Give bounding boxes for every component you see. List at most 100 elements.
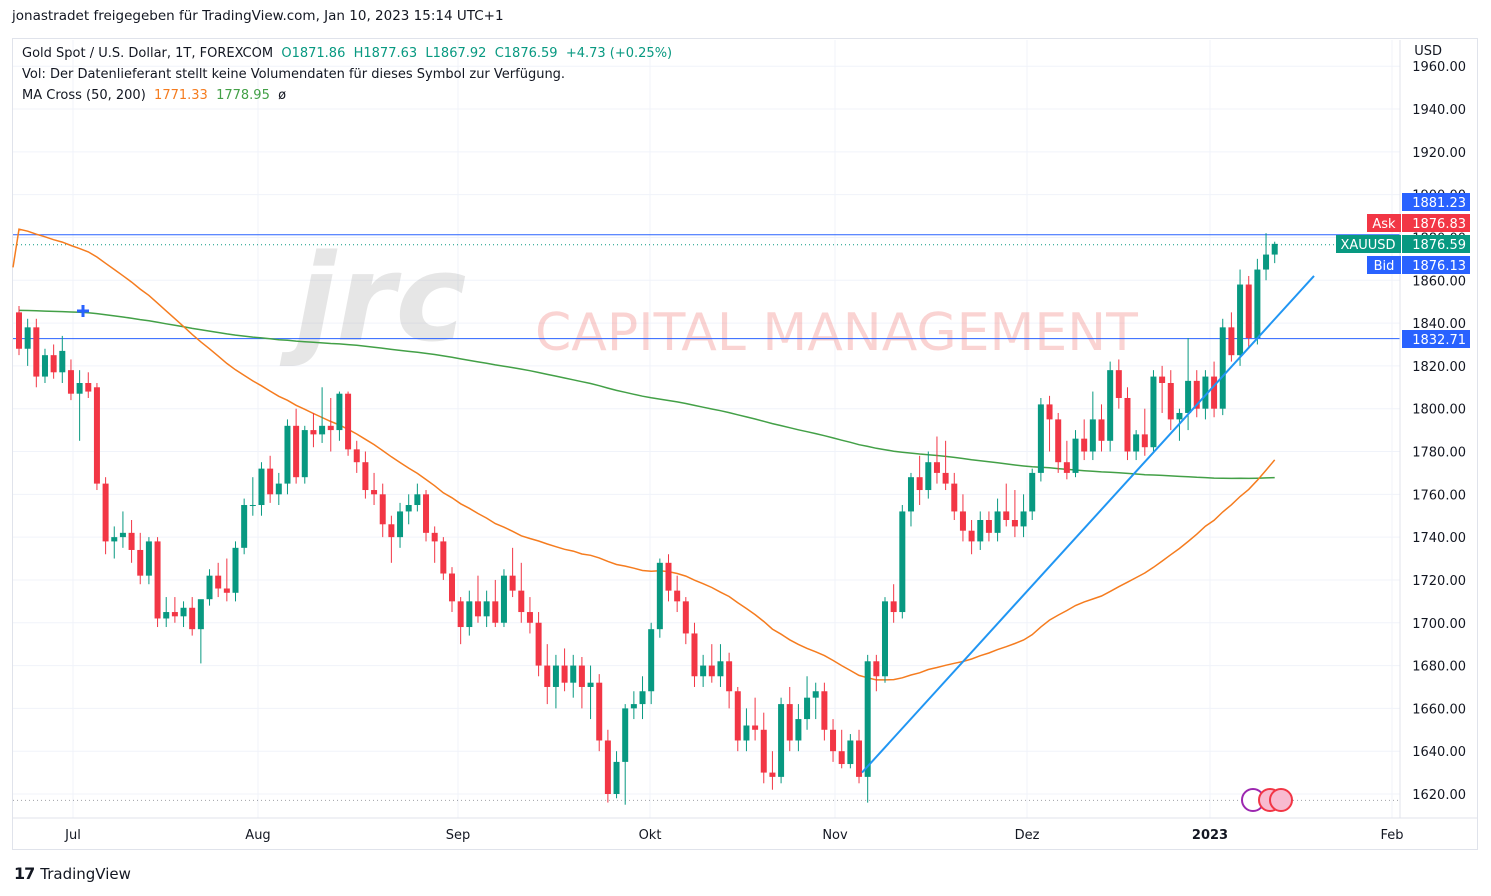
candle-body [925,462,932,491]
candle-body [596,682,603,741]
candle-body [1089,419,1096,452]
candle-body [353,449,360,463]
candle-body [319,425,326,435]
candle-body [795,719,802,741]
candle-body [1237,284,1244,356]
candle-body [552,665,559,687]
tag-bid-bg [1402,256,1470,274]
candle-body [864,661,871,777]
legend-low: L1867.92 [425,46,487,61]
candle-body [1098,419,1105,441]
tag-ask-label-bg [1367,214,1401,232]
time-label: Dez [1015,828,1040,843]
candle-body [561,665,568,683]
candle-body [639,691,646,705]
candle-body [700,665,707,677]
tradingview-logo-icon: 17 [14,864,35,883]
tag-bid: 1876.13 [1412,259,1466,274]
candle-body [1202,376,1209,409]
candle-body [804,697,811,720]
candle-body [223,588,230,593]
tag-ask-bg [1402,214,1470,232]
candle-body [1271,243,1278,255]
price-label: 1940.00 [1412,103,1466,118]
tradingview-brand-name: TradingView [40,864,131,883]
candle-body [163,612,170,619]
candle-body [232,547,239,593]
candle-body [1133,434,1140,452]
legend-ma-visibility-icon[interactable]: ø [278,88,287,103]
candle-body [1263,254,1270,270]
candle-body [33,327,40,377]
candle-body [847,740,854,765]
candle-body [440,541,447,574]
candle-body [786,704,793,741]
candle-body [1254,269,1261,339]
time-label: Aug [245,828,270,843]
price-label: 1860.00 [1412,274,1466,289]
tag-hline-bottom: 1832.71 [1412,333,1466,348]
candle-body [492,601,499,623]
tag-symbol-bg [1336,235,1401,253]
watermark: jrc CAPITAL MANAGEMENT [279,230,1138,369]
candle-body [613,761,620,794]
candle-body [856,740,863,777]
time-label: 2023 [1192,828,1228,843]
time-label: Jul [64,828,81,843]
chart-frame[interactable] [12,38,1478,850]
legend-ma200: 1778.95 [216,88,270,103]
price-label: 1760.00 [1412,488,1466,503]
candle-body [362,462,369,491]
candle-body [1219,327,1226,409]
candle-body [951,483,958,512]
candle-body [899,511,906,613]
candle-body [137,549,144,576]
tag-bid-label: Bid [1374,259,1395,274]
candle-body [821,691,828,730]
candle-body [466,601,473,628]
candle-body [882,601,888,677]
candle-body [726,661,733,692]
candle-body [1063,462,1070,473]
price-label: 1820.00 [1412,360,1466,375]
tag-hline-top: 1881.23 [1412,196,1466,211]
price-label: 1660.00 [1412,702,1466,717]
candle-body [258,468,265,506]
candle-body [215,575,222,589]
price-label: 1800.00 [1412,403,1466,418]
tradingview-brand[interactable]: 17 TradingView [14,864,131,883]
candle-body [1115,370,1122,398]
candle-body [587,682,594,687]
price-label: 1780.00 [1412,446,1466,461]
price-tags: 1881.23 Ask 1876.83 XAUUSD 1876.59 Bid 1876.13… [1336,193,1470,348]
candle-body [431,532,438,542]
time-label: Nov [822,828,848,843]
cross-marker [77,305,89,317]
candle-body [405,505,412,512]
legend-row-symbol: Gold Spot / U.S. Dollar, 1T, FOREXCOM O1… [22,46,672,61]
price-scale: 1960.001940.001920.001900.001880.001860.… [13,40,1477,819]
candle-body [509,575,516,591]
published-by-text: jonastradet freigegeben für TradingView.… [12,8,504,24]
candle-body [977,520,984,542]
candle-body [622,708,629,762]
candle-body [752,725,759,730]
tag-ask: 1876.83 [1412,217,1466,232]
candle-body [189,607,196,630]
candle-body [812,691,819,698]
candle-body [1020,511,1027,527]
candle-body [119,532,126,538]
tag-last-bg [1402,235,1470,253]
candle-body [1037,404,1044,473]
candle-body [197,599,204,630]
candle-body [474,601,481,617]
candle-body [379,494,386,525]
candle-body [483,601,490,617]
candle-body [1245,284,1252,339]
candle-body [1141,434,1148,448]
time-label: Feb [1380,828,1403,843]
candle-body [994,511,1001,533]
legend-change: +4.73 (+0.25%) [565,46,673,61]
legend-row-ma[interactable]: MA Cross (50, 200) 1771.33 1778.95 ø [22,88,286,103]
